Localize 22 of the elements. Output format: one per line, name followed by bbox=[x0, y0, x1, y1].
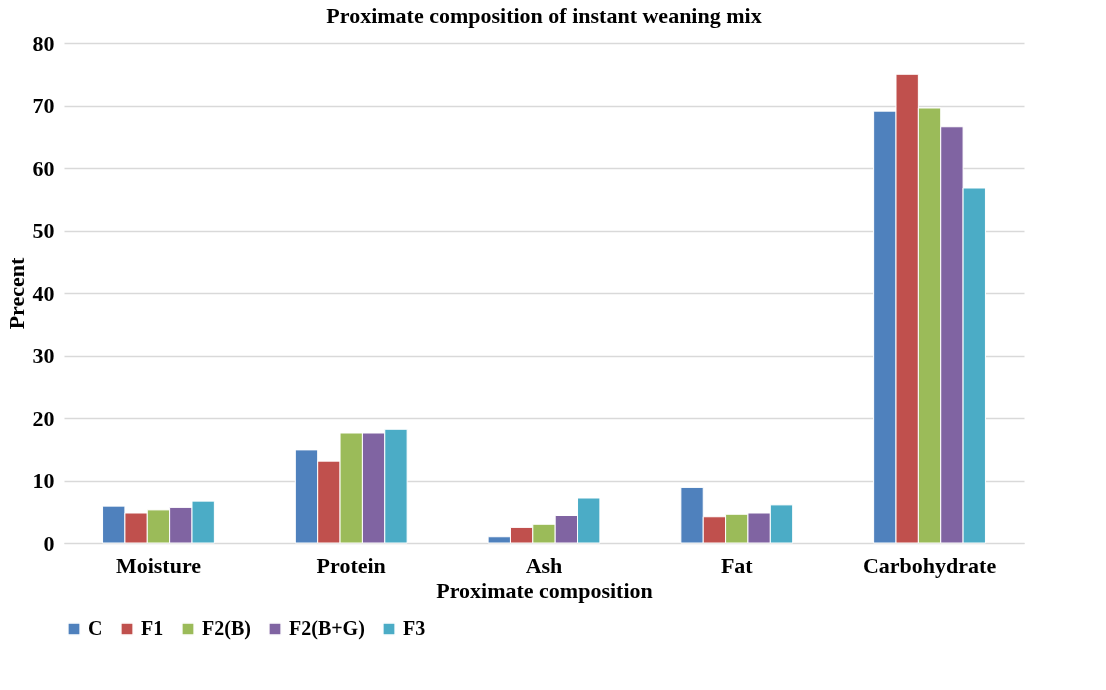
x-tick-label: Moisture bbox=[115, 552, 202, 578]
x-tick-label: Ash bbox=[525, 552, 563, 578]
y-tick-label: 10 bbox=[32, 468, 55, 493]
y-tick-label: 70 bbox=[32, 93, 55, 118]
y-tick-label: 0 bbox=[43, 530, 55, 556]
y-tick-label: 20 bbox=[32, 405, 55, 431]
y-tick-label: 50 bbox=[32, 218, 55, 243]
x-tick-label: Protein bbox=[316, 552, 386, 578]
legend-label: F3 bbox=[403, 617, 426, 639]
y-tick-label: 60 bbox=[32, 155, 55, 181]
x-tick-label: Carbohydrate bbox=[862, 552, 997, 578]
legend-label: C bbox=[88, 617, 103, 639]
y-tick-label: 40 bbox=[32, 280, 55, 306]
y-tick-label: 80 bbox=[32, 30, 55, 56]
legend-label: F2(B+G) bbox=[289, 617, 365, 640]
y-axis-title: Precent bbox=[3, 257, 29, 330]
y-tick-label: 30 bbox=[32, 343, 55, 368]
legend-label: F1 bbox=[141, 617, 164, 639]
chart-title: Proximate composition of instant weaning mix bbox=[326, 3, 762, 28]
x-tick-label: Fat bbox=[720, 552, 754, 578]
legend-label: F2(B) bbox=[202, 617, 251, 640]
x-axis-title: Proximate composition bbox=[436, 577, 653, 603]
